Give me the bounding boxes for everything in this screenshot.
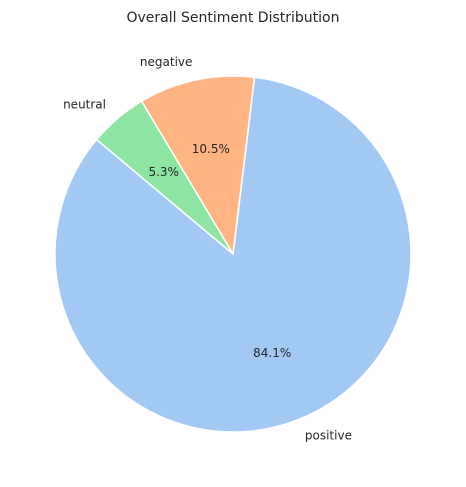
pct-label-negative: 10.5%	[192, 142, 230, 156]
pie-labels: positive 84.1% negative 10.5% neutral 5.3%	[63, 55, 352, 443]
pie-slices	[54, 75, 412, 433]
chart-title: Overall Sentiment Distribution	[127, 10, 340, 26]
pct-label-positive: 84.1%	[253, 346, 291, 360]
slice-label-positive: positive	[305, 429, 352, 443]
pie-slice-neutral	[95, 100, 234, 255]
pie-slice-negative	[140, 75, 256, 255]
slice-label-neutral: neutral	[63, 98, 106, 112]
slice-label-negative: negative	[140, 55, 192, 69]
pct-label-neutral: 5.3%	[148, 165, 179, 179]
